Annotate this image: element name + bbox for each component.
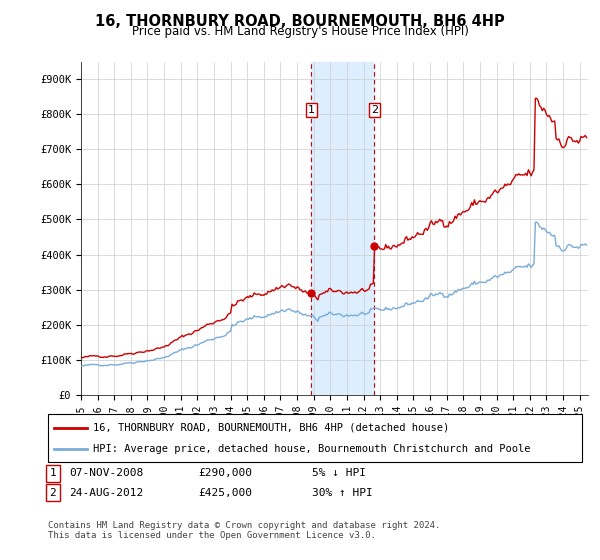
Text: 2: 2	[49, 488, 56, 498]
Text: 30% ↑ HPI: 30% ↑ HPI	[312, 488, 373, 498]
Text: 5% ↓ HPI: 5% ↓ HPI	[312, 468, 366, 478]
Text: 16, THORNBURY ROAD, BOURNEMOUTH, BH6 4HP (detached house): 16, THORNBURY ROAD, BOURNEMOUTH, BH6 4HP…	[93, 423, 449, 433]
Text: 2: 2	[371, 105, 378, 115]
Text: Price paid vs. HM Land Registry's House Price Index (HPI): Price paid vs. HM Land Registry's House …	[131, 25, 469, 38]
Text: £290,000: £290,000	[198, 468, 252, 478]
Text: Contains HM Land Registry data © Crown copyright and database right 2024.
This d: Contains HM Land Registry data © Crown c…	[48, 521, 440, 540]
Text: 16, THORNBURY ROAD, BOURNEMOUTH, BH6 4HP: 16, THORNBURY ROAD, BOURNEMOUTH, BH6 4HP	[95, 14, 505, 29]
Bar	[311, 62, 374, 395]
Text: 24-AUG-2012: 24-AUG-2012	[69, 488, 143, 498]
Text: 1: 1	[49, 468, 56, 478]
Text: 1: 1	[308, 105, 315, 115]
Text: HPI: Average price, detached house, Bournemouth Christchurch and Poole: HPI: Average price, detached house, Bour…	[93, 444, 530, 454]
Text: 07-NOV-2008: 07-NOV-2008	[69, 468, 143, 478]
Text: £425,000: £425,000	[198, 488, 252, 498]
